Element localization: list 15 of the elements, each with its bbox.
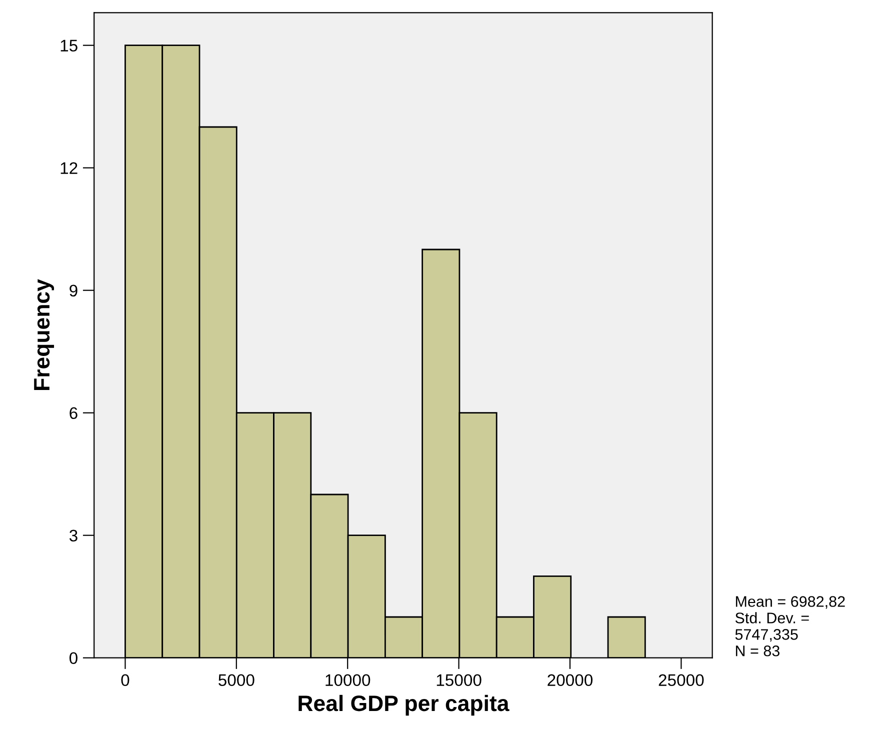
x-tick-label: 25000 [658,674,704,686]
y-tick-label: 12 [60,162,78,174]
x-tick-label: 5000 [218,674,254,686]
x-tick-label: 20000 [548,674,593,686]
y-tick-label: 6 [70,407,78,420]
y-tick-label: 9 [70,284,78,297]
y-tick-label: 3 [69,530,78,542]
y-tick-label: 0 [69,652,78,664]
y-tick-label: 15 [60,40,78,52]
x-tick-label: 15000 [436,674,482,686]
x-tick-label: 10000 [326,674,370,686]
x-tick-label: 0 [121,674,130,686]
text: Mean = 6982,82 Std. Dev. = 5747,335 N = 83 [735,596,845,656]
x-axis-title: Real GDP per capita [298,694,510,716]
y-axis-title: Frequency [34,279,54,390]
